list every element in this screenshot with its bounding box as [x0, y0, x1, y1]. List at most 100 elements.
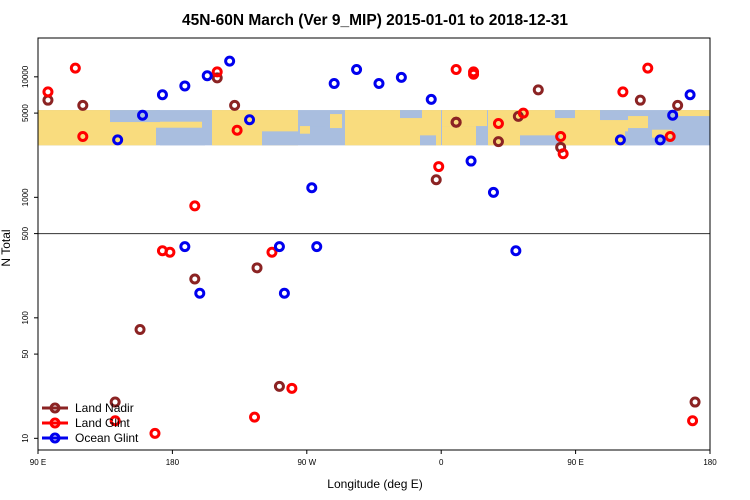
ocean-glint-point [614, 134, 626, 146]
legend-label-land-glint: Land Glint [75, 416, 130, 430]
ocean-glint-point [465, 155, 477, 167]
land-nadir-point [450, 116, 462, 128]
legend-label-ocean-glint: Ocean Glint [75, 431, 139, 445]
ocean-glint-point [224, 55, 236, 67]
ocean-glint-point [179, 80, 191, 92]
ocean-glint-point [487, 186, 499, 198]
x-tick-label: 90 E [30, 458, 46, 467]
ocean-glint-point [510, 245, 522, 257]
y-tick-label: 100 [21, 311, 30, 325]
land-nadir-point [189, 273, 201, 285]
map-water [400, 110, 422, 119]
x-tick-label: 180 [703, 458, 717, 467]
y-tick-label: 10000 [21, 65, 30, 88]
land-nadir-point [532, 84, 544, 96]
map-water [110, 110, 160, 123]
ocean-glint-point [273, 241, 285, 253]
land-glint-point [211, 66, 223, 78]
x-tick-label: 90 E [567, 458, 583, 467]
data-points [42, 55, 701, 439]
map-water [420, 135, 436, 146]
land-glint-point [433, 161, 445, 173]
legend-marker-ocean-glint [49, 432, 61, 444]
map-water [625, 131, 650, 146]
land-nadir-point [430, 174, 442, 186]
y-tick-label: 1000 [21, 188, 30, 206]
land-glint-point [687, 415, 699, 427]
y-tick-label: 5000 [21, 104, 30, 122]
land-glint-point [286, 382, 298, 394]
y-tick-label: 10 [21, 433, 30, 442]
land-nadir-point [134, 324, 146, 336]
land-nadir-point [689, 396, 701, 408]
map-land [330, 114, 342, 129]
land-nadir-point [211, 72, 223, 84]
legend-marker-land-glint [49, 417, 61, 429]
plot-frame [37, 37, 711, 451]
legend-label-land-nadir: Land Nadir [75, 401, 134, 415]
y-tick-label: 50 [21, 349, 30, 358]
ocean-glint-point [373, 78, 385, 90]
land-glint-point [149, 427, 161, 439]
world-map-band [38, 110, 710, 146]
map-land [442, 126, 476, 146]
map-water [160, 133, 205, 146]
ocean-glint-point [156, 89, 168, 101]
ocean-glint-point [425, 93, 437, 105]
ocean-glint-point [667, 109, 679, 121]
map-land [652, 129, 672, 138]
map-water [600, 110, 628, 121]
x-tick-label: 90 W [297, 458, 316, 467]
land-glint-point [189, 200, 201, 212]
land-glint-point [468, 68, 480, 80]
land-nadir-point [77, 99, 89, 111]
land-glint-point [450, 64, 462, 76]
x-axis-label: Longitude (deg E) [327, 477, 422, 491]
land-glint-point [77, 130, 89, 142]
map-land [150, 121, 202, 128]
y-tick-label: 500 [21, 226, 30, 240]
land-nadir-point [273, 380, 285, 392]
ocean-glint-point [311, 241, 323, 253]
ocean-glint-point [306, 182, 318, 194]
x-axis-ticks: 90 E 180 90 W 0 90 E 180 [30, 450, 717, 467]
map-land [442, 110, 487, 127]
y-axis-ticks: 10 50 100 500 1000 5000 10000 [21, 65, 38, 443]
land-glint-point [555, 130, 567, 142]
land-glint-point [617, 86, 629, 98]
ocean-glint-point [201, 70, 213, 82]
map-land [628, 116, 648, 129]
ocean-glint-point [112, 134, 124, 146]
land-glint-point [557, 148, 569, 160]
land-nadir-point [42, 94, 54, 106]
land-glint-point [266, 246, 278, 258]
map-land [300, 123, 310, 134]
map-water [262, 131, 298, 146]
map-water [520, 135, 560, 146]
x-tick-label: 0 [439, 458, 444, 467]
ocean-glint-point [684, 89, 696, 101]
land-nadir-point [492, 136, 504, 148]
chart-title: 45N-60N March (Ver 9_MIP) 2015-01-01 to … [182, 12, 568, 29]
land-glint-point [109, 415, 121, 427]
land-glint-point [492, 117, 504, 129]
map-land [678, 110, 710, 117]
land-glint-point [642, 62, 654, 74]
ocean-glint-point [351, 64, 363, 76]
ocean-glint-point [395, 71, 407, 83]
land-glint-point [664, 130, 676, 142]
land-glint-point [69, 62, 81, 74]
legend-marker-land-nadir [49, 402, 61, 414]
land-nadir-point [634, 94, 646, 106]
x-tick-label: 180 [166, 458, 180, 467]
y-axis-label: N Total [0, 229, 13, 266]
map-water [300, 118, 325, 127]
land-glint-point [231, 124, 243, 136]
ocean-glint-point [137, 109, 149, 121]
land-glint-point [517, 107, 529, 119]
ocean-glint-point [328, 78, 340, 90]
land-glint-point [42, 86, 54, 98]
ocean-glint-point [244, 114, 256, 126]
